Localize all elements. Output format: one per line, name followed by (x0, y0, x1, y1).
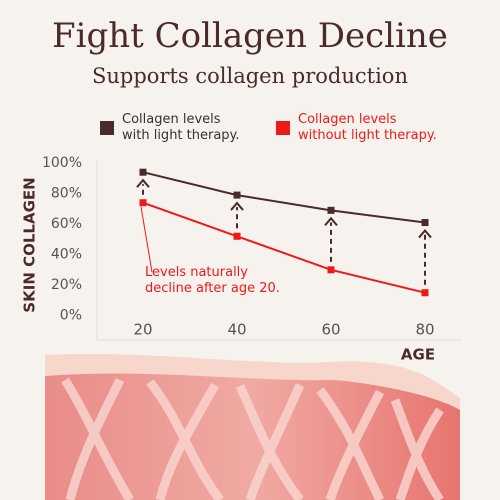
data-point (139, 168, 147, 176)
series-line (142, 201, 426, 294)
x-tick-label: 20 (133, 321, 152, 339)
annotation: Levels naturally decline after age 20. (145, 265, 280, 296)
data-point (327, 206, 335, 214)
legend-label: Collagen levels without light therapy. (298, 112, 437, 143)
data-point (139, 199, 147, 207)
subtitle: Supports collagen production (92, 64, 408, 88)
x-tick-label: 40 (227, 321, 246, 339)
annotation-pointer (140, 206, 153, 273)
data-point (421, 289, 429, 297)
y-tick-label: 100% (42, 155, 82, 171)
series-line (142, 171, 426, 224)
legend-label: Collagen levels with light therapy. (122, 112, 240, 143)
skin-illustration (45, 354, 460, 500)
title: Fight Collagen Decline (52, 16, 448, 56)
legend-swatch (100, 121, 114, 135)
arrow-head (136, 178, 150, 188)
arrow-head (324, 216, 338, 226)
arrow-head (230, 201, 244, 211)
data-point (421, 219, 429, 227)
y-tick-label: 80% (51, 186, 82, 202)
legend-swatch (276, 121, 290, 135)
y-tick-label: 40% (51, 247, 82, 263)
data-point (327, 266, 335, 274)
y-tick-label: 0% (60, 308, 82, 324)
y-tick-label: 60% (51, 216, 82, 232)
y-tick-label: 20% (51, 277, 82, 293)
x-axis-title: AGE (401, 346, 435, 364)
y-axis-title: SKIN COLLAGEN (21, 177, 39, 312)
x-tick-label: 80 (415, 321, 434, 339)
data-point (233, 191, 241, 199)
arrow-head (418, 229, 432, 239)
data-point (233, 232, 241, 240)
x-tick-label: 60 (321, 321, 340, 339)
